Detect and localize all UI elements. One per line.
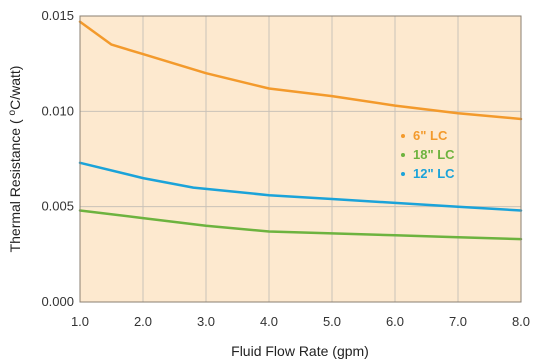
y-tick-label: 0.015 bbox=[41, 8, 74, 23]
x-tick-label: 3.0 bbox=[197, 314, 215, 329]
x-tick-label: 5.0 bbox=[323, 314, 341, 329]
y-tick-label: 0.010 bbox=[41, 103, 74, 118]
plot-frame bbox=[79, 15, 522, 303]
legend-marker bbox=[401, 134, 405, 138]
legend-marker bbox=[401, 172, 405, 176]
x-axis-title: Fluid Flow Rate (gpm) bbox=[231, 343, 369, 359]
x-tick-label: 2.0 bbox=[134, 314, 152, 329]
x-tick-labels: 1.0 2.0 3.0 4.0 5.0 6.0 7.0 8.0 bbox=[71, 314, 530, 329]
legend: 6" LC 18" LC 12" LC bbox=[401, 128, 455, 181]
series-line bbox=[78, 161, 523, 212]
y-tick-labels: 0.000 0.005 0.010 0.015 bbox=[41, 8, 74, 309]
y-tick-label: 0.005 bbox=[41, 199, 74, 214]
x-tick-label: 7.0 bbox=[449, 314, 467, 329]
legend-label: 12" LC bbox=[413, 166, 455, 181]
x-tick-label: 6.0 bbox=[386, 314, 404, 329]
x-tick-label: 4.0 bbox=[260, 314, 278, 329]
x-tick-label: 8.0 bbox=[512, 314, 530, 329]
legend-label: 18" LC bbox=[413, 147, 455, 162]
series-lines bbox=[78, 20, 523, 241]
y-tick-label: 0.000 bbox=[41, 294, 74, 309]
series-line bbox=[78, 209, 523, 241]
grid-lines bbox=[80, 16, 521, 302]
plot-area bbox=[80, 16, 521, 302]
series-line bbox=[78, 20, 523, 121]
y-axis-title: Thermal Resistance ( oC/watt) bbox=[7, 66, 23, 253]
legend-label: 6" LC bbox=[413, 128, 448, 143]
legend-marker bbox=[401, 153, 405, 157]
x-tick-label: 1.0 bbox=[71, 314, 89, 329]
